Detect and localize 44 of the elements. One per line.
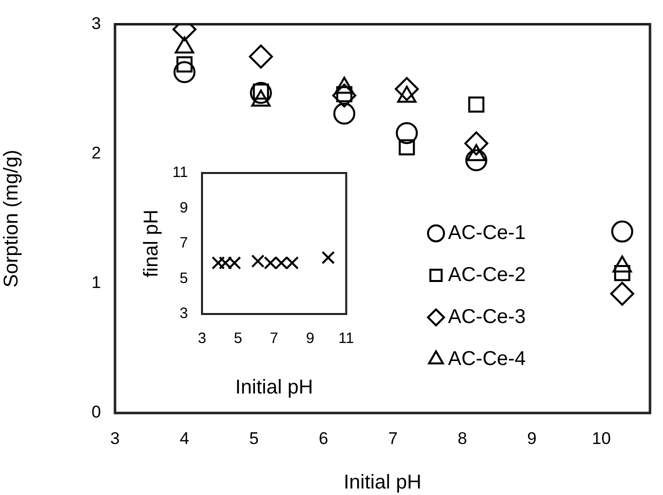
- x-tick-label: 4: [180, 428, 190, 448]
- point: [465, 149, 488, 172]
- x-axis-title: Initial pH: [235, 376, 314, 399]
- x-axis-title: Initial pH: [344, 472, 422, 494]
- y-axis-title: final pH: [140, 210, 163, 278]
- x-tick-label: 3: [110, 428, 120, 448]
- y-tick-label: 9: [180, 199, 188, 216]
- legend-label: AC-Ce-4: [448, 348, 526, 370]
- x-tick-label: 5: [234, 330, 242, 348]
- point: [394, 77, 419, 101]
- point: [398, 139, 415, 156]
- point: [173, 61, 196, 84]
- legend-label: AC-Ce-3: [448, 306, 526, 328]
- point: [332, 83, 356, 108]
- x-tick-label: 5: [249, 428, 259, 448]
- x-tick-label: 10: [592, 428, 611, 448]
- y-tick-label: 1: [92, 273, 101, 292]
- x-tick-label: 11: [338, 330, 354, 348]
- y-tick-label: 3: [92, 14, 101, 33]
- y-tick-label: 5: [180, 270, 188, 287]
- y-tick-label: 7: [180, 234, 188, 252]
- x-tick-label: 7: [270, 330, 278, 348]
- y-axis-title: Sorption (mg/g): [0, 150, 23, 288]
- point: [614, 264, 630, 282]
- point: [248, 44, 273, 69]
- y-tick-label: 0: [92, 402, 101, 422]
- point: [611, 220, 634, 243]
- point: [464, 131, 488, 156]
- y-tick-label: 3: [180, 305, 188, 322]
- legend-label: AC-Ce-2: [448, 264, 526, 286]
- x-tick-label: 9: [527, 428, 537, 448]
- y-tick-label: 11: [172, 164, 188, 182]
- x-tick-label: 3: [198, 330, 206, 348]
- x-tick-label: 6: [318, 428, 328, 448]
- legend-label: AC-Ce-1: [448, 222, 526, 244]
- point: [396, 122, 418, 144]
- point: [610, 282, 634, 306]
- x-tick-label: 7: [388, 428, 398, 448]
- x-tick-label: 9: [306, 330, 314, 348]
- y-tick-label: 2: [92, 143, 101, 162]
- point: [333, 102, 356, 125]
- point: [250, 82, 272, 104]
- x-tick-label: 8: [458, 428, 468, 448]
- point: [468, 96, 484, 113]
